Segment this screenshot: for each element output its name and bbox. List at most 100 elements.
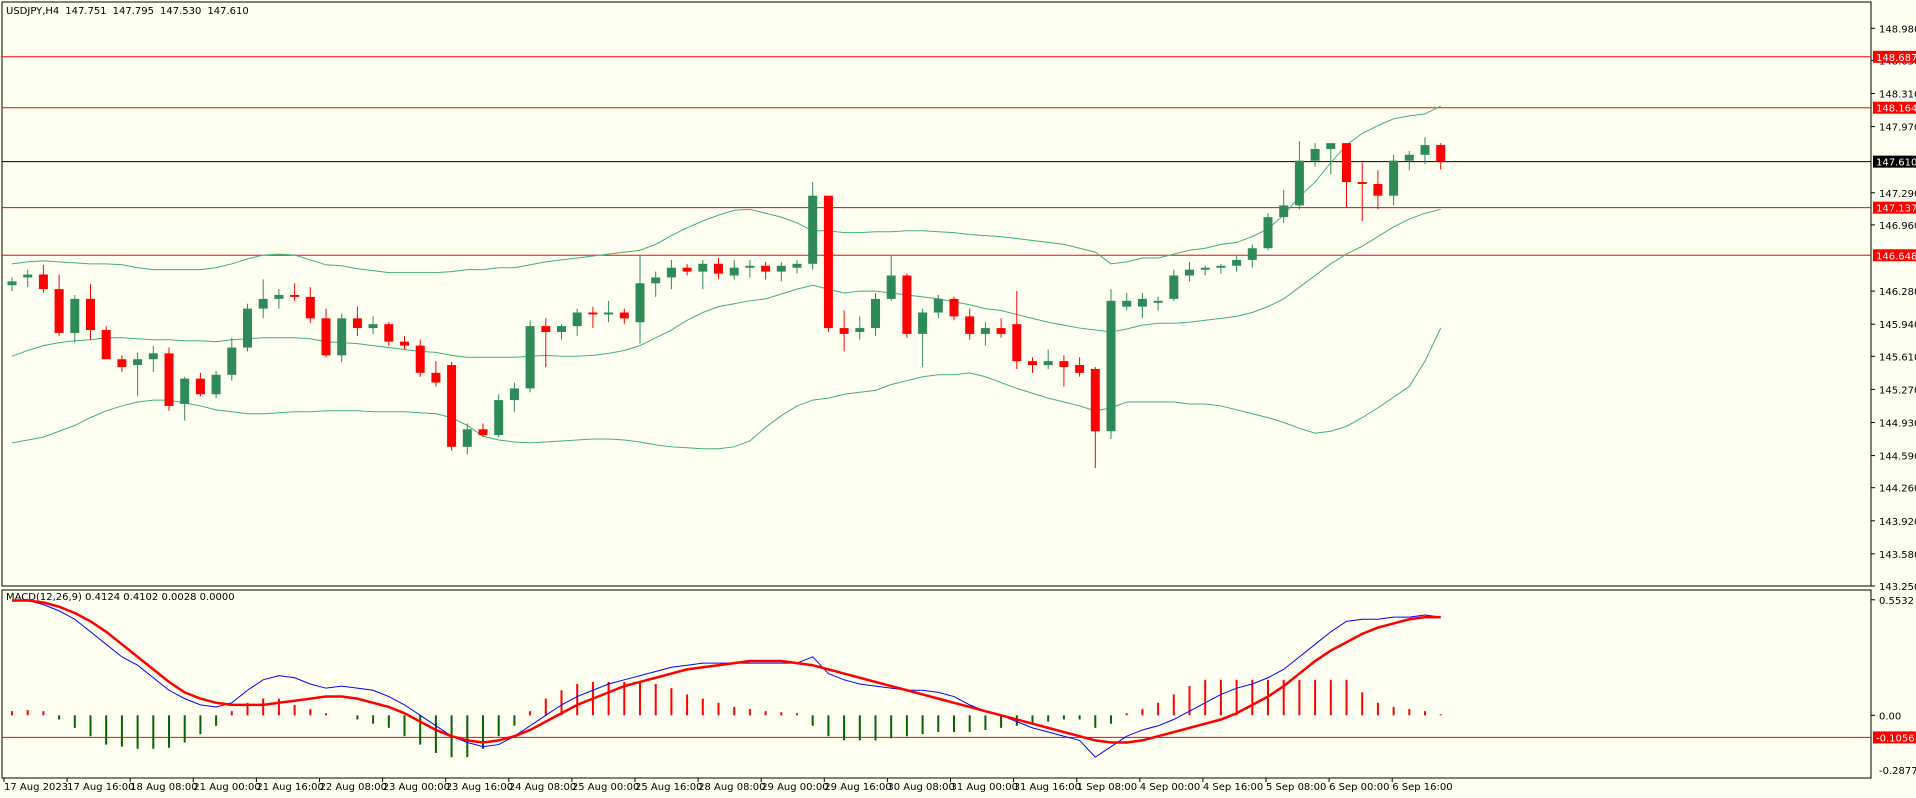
bear-candle	[619, 312, 629, 319]
chart-title: USDJPY,H4 147.751 147.795 147.530 147.610	[6, 6, 249, 17]
price-tick-label: 146.280	[1879, 287, 1916, 298]
bear-candle	[117, 359, 127, 367]
bear-candle	[352, 318, 362, 329]
bear-candle	[478, 429, 488, 436]
bull-candle	[792, 263, 802, 268]
bull-candle	[1389, 160, 1399, 196]
bear-candle	[902, 275, 912, 334]
bear-candle	[682, 267, 692, 272]
price-panel: USDJPY,H4 147.751 147.795 147.530 147.610 14…	[1, 1, 1916, 593]
bull-candle	[70, 298, 80, 333]
bull-candle	[23, 274, 33, 278]
bull-candle	[227, 347, 237, 375]
current-price-label: 147.610	[1876, 158, 1916, 169]
price-tick-label: 143.250	[1879, 582, 1916, 593]
bull-candle	[1216, 265, 1226, 268]
price-tick-label: 146.960	[1879, 221, 1916, 232]
level-label: 146.648	[1876, 251, 1916, 262]
bull-candle	[462, 429, 472, 447]
bull-candle	[1420, 145, 1430, 155]
bull-candle	[776, 265, 786, 272]
bull-candle	[604, 312, 614, 315]
time-tick-label: 4 Sep 16:00	[1203, 782, 1263, 793]
bear-candle	[541, 326, 551, 332]
bear-candle	[86, 298, 95, 331]
bull-candle	[1106, 300, 1116, 432]
level-tag	[1873, 201, 1916, 214]
bull-candle	[1279, 205, 1289, 218]
time-tick-label: 30 Aug 08:00	[887, 782, 954, 793]
bull-candle	[808, 195, 818, 264]
bull-candle	[572, 312, 582, 327]
macd-bottom-label: -0.2877	[1879, 766, 1916, 777]
time-tick-label: 6 Sep 16:00	[1392, 782, 1452, 793]
price-tick-label: 147.290	[1879, 189, 1916, 200]
bull-candle	[337, 318, 347, 356]
bull-candle	[557, 326, 566, 332]
bull-candle	[1043, 361, 1053, 366]
level-label: 148.687	[1876, 53, 1916, 64]
time-tick-label: 17 Aug 2023	[4, 782, 68, 793]
macd-level-label: -0.1056	[1876, 733, 1915, 744]
time-tick-label: 31 Aug 00:00	[951, 782, 1018, 793]
bear-candle	[588, 312, 598, 315]
bull-candle	[1310, 148, 1320, 161]
time-tick-label: 25 Aug 00:00	[572, 782, 639, 793]
price-tick-label: 145.940	[1879, 320, 1916, 331]
bull-candle	[1232, 259, 1242, 266]
bollinger-lower-band	[11, 327, 1442, 450]
bear-candle	[996, 328, 1006, 334]
bear-candle	[1012, 324, 1022, 362]
bear-candle	[1342, 143, 1351, 183]
bull-candle	[368, 324, 378, 329]
bear-candle	[1373, 184, 1383, 196]
time-tick-label: 29 Aug 16:00	[824, 782, 891, 793]
bull-candle	[274, 294, 284, 299]
bear-candle	[447, 365, 457, 447]
signal-line	[12, 599, 1441, 744]
bull-candle	[180, 378, 190, 404]
time-tick-label: 21 Aug 16:00	[256, 782, 323, 793]
bull-candle	[1200, 267, 1210, 270]
bull-candle	[1169, 275, 1179, 299]
bull-candle	[666, 267, 676, 278]
bear-candle	[965, 316, 975, 334]
bull-candle	[651, 277, 661, 284]
bull-candle	[933, 298, 943, 313]
price-tick-label: 148.310	[1879, 89, 1916, 100]
bull-candle	[494, 400, 504, 436]
macd-panel: MACD(12,26,9) 0.4124 0.4102 0.0028 0.000…	[1, 589, 1916, 779]
time-tick-label: 4 Sep 00:00	[1140, 782, 1200, 793]
symbol-label: USDJPY,H4	[6, 6, 59, 17]
time-tick-label: 5 Sep 08:00	[1266, 782, 1326, 793]
low-value: 147.530	[160, 6, 201, 17]
bull-candle	[745, 265, 755, 268]
price-tick-label: 144.590	[1879, 452, 1916, 463]
level-tag	[1873, 50, 1916, 63]
bear-candle	[1357, 182, 1367, 185]
macd-level-tag	[1873, 731, 1916, 744]
price-tick-label: 147.970	[1879, 123, 1916, 134]
bull-candle	[1122, 300, 1132, 307]
price-panel-border	[1, 1, 1872, 587]
bull-candle	[1247, 248, 1257, 260]
macd-tick-label: 0.5532	[1879, 596, 1914, 607]
bull-candle	[133, 359, 143, 366]
level-label: 147.137	[1876, 204, 1916, 215]
bear-candle	[290, 294, 300, 297]
bull-candle	[1185, 269, 1194, 276]
price-tick-label: 143.580	[1879, 550, 1916, 561]
bull-candle	[1404, 154, 1414, 161]
bull-candle	[1326, 143, 1336, 149]
bear-candle	[839, 328, 849, 334]
bear-candle	[54, 289, 64, 333]
bear-candle	[164, 353, 174, 406]
price-tick-label: 148.980	[1879, 24, 1916, 35]
bull-candle	[886, 275, 896, 299]
bull-candle	[525, 326, 535, 389]
bear-candle	[949, 298, 959, 317]
bull-candle	[729, 267, 739, 276]
bear-candle	[400, 341, 409, 346]
